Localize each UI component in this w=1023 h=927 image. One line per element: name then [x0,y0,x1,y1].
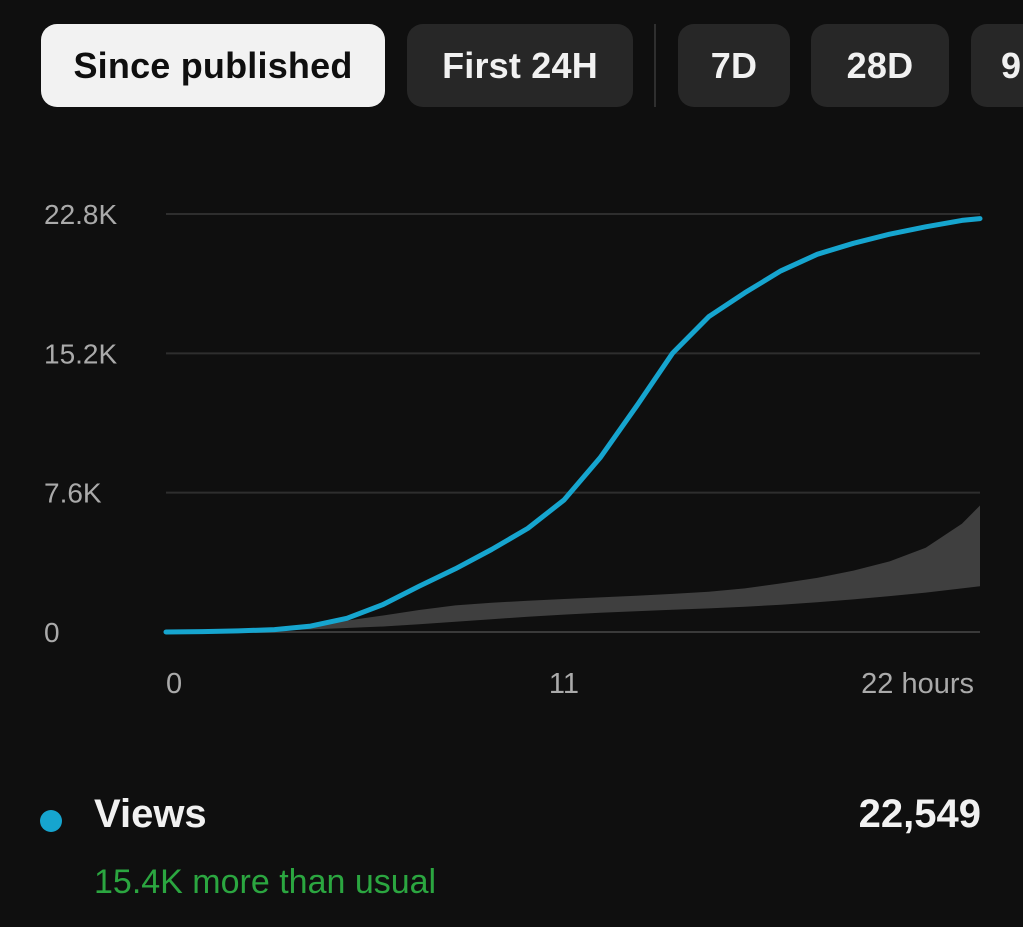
comparison-text: 15.4K more than usual [94,863,437,901]
time-range-filter-bar: Since published First 24H 7D 28D 9 [41,24,1023,108]
metric-value: 22,549 [858,792,981,836]
filter-first-24h[interactable]: First 24H [407,24,633,107]
y-tick-label: 7.6K [44,478,102,509]
metric-label: Views [94,792,207,836]
filter-7d[interactable]: 7D [678,24,790,107]
views-series-line [163,216,983,635]
views-chart-svg: 0 7.6K 15.2K 22.8K 0 11 22 hours [44,199,983,700]
x-tick-label: 22 hours [861,668,974,700]
x-tick-label: 0 [166,668,182,700]
y-tick-label: 0 [44,617,60,648]
filter-90d-partial[interactable]: 9 [971,24,1023,107]
y-tick-label: 15.2K [44,338,117,369]
filter-28d[interactable]: 28D [811,24,949,107]
y-tick-label: 22.8K [44,199,117,230]
views-chart: 0 7.6K 15.2K 22.8K 0 11 22 hours [0,180,1023,720]
typical-range-band [166,505,980,632]
filter-divider [654,24,656,107]
views-series-dot [40,810,62,832]
filter-since-published[interactable]: Since published [41,24,385,107]
chart-legend: Views 22,549 [40,790,981,850]
x-tick-label: 11 [549,668,579,700]
